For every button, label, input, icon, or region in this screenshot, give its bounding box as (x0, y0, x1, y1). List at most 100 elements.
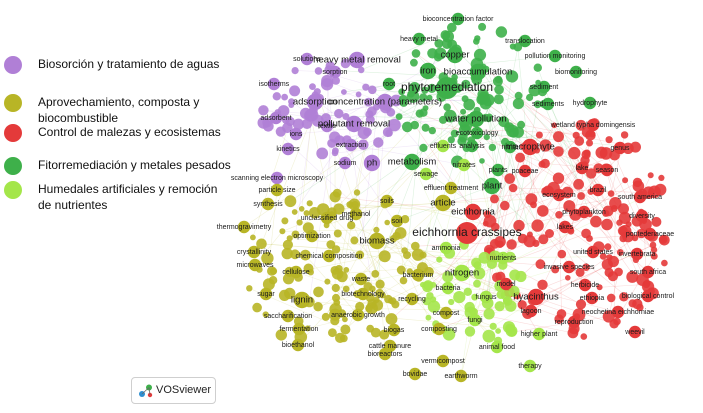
term-label: nitrates (453, 162, 476, 169)
term-node (356, 287, 370, 301)
term-node (491, 163, 505, 177)
term-label: isotherms (259, 81, 290, 88)
term-node (300, 52, 314, 66)
network-link (489, 194, 560, 222)
network-node (256, 238, 267, 250)
term-label: hyacinthus (513, 292, 559, 303)
network-node (473, 267, 486, 280)
term-node (403, 153, 421, 171)
network-node (526, 231, 533, 238)
term-label: fermentation (280, 326, 319, 333)
term-node (641, 265, 655, 279)
network-node (551, 265, 560, 274)
network-node (305, 108, 319, 122)
network-node (619, 292, 629, 302)
term-label: chemical composition (296, 253, 363, 260)
network-node (355, 301, 365, 312)
network-node (488, 143, 497, 152)
term-node (320, 119, 334, 133)
network-node (601, 258, 613, 271)
network-node (556, 309, 567, 319)
legend-dot-lime (4, 181, 22, 199)
term-label: kinetics (276, 146, 300, 153)
term-node (436, 77, 458, 99)
network-node (410, 58, 418, 67)
network-link (318, 70, 448, 108)
network-node (353, 189, 361, 196)
term-node (457, 158, 471, 172)
network-node (568, 146, 581, 160)
term-node (643, 227, 657, 241)
network-node (379, 292, 386, 299)
network-node (471, 293, 479, 301)
term-label: ph (367, 158, 378, 169)
network-node (316, 147, 329, 160)
term-node (289, 265, 303, 279)
network-node (385, 313, 398, 325)
network-node (658, 234, 670, 246)
network-link (254, 231, 283, 266)
legend-label: Fitorremediación y metales pesados (38, 158, 231, 172)
network-node (464, 326, 476, 337)
term-node (348, 51, 366, 69)
network-node (341, 89, 347, 95)
network-node (506, 239, 517, 250)
term-label: biomass (359, 236, 395, 247)
network-node (461, 79, 471, 89)
network-node (581, 149, 591, 160)
network-link (361, 34, 446, 71)
network-node (535, 259, 546, 270)
network-link (583, 182, 638, 213)
network-link (337, 267, 423, 275)
network-node (509, 269, 521, 281)
network-link (350, 144, 465, 166)
network-node (577, 192, 585, 200)
network-node (463, 98, 476, 111)
network-node (321, 312, 330, 321)
network-node (537, 205, 549, 217)
network-node (333, 229, 342, 238)
term-label: ethiopia (580, 295, 605, 302)
network-node (447, 136, 455, 144)
network-node (658, 174, 665, 181)
term-node (523, 359, 537, 373)
network-node (313, 88, 321, 96)
term-node (558, 220, 572, 234)
network-node (606, 293, 616, 303)
network-node (250, 234, 256, 241)
network-link (479, 233, 587, 274)
network-node (333, 299, 341, 306)
term-label: textile (318, 123, 336, 130)
network-node (329, 308, 342, 321)
network-node (246, 285, 253, 292)
term-label: invasive species (544, 264, 595, 271)
term-node (454, 369, 468, 383)
term-label: plant (482, 181, 503, 192)
network-node (490, 194, 499, 204)
network-node (482, 93, 495, 107)
network-node (436, 256, 443, 263)
term-node (270, 171, 284, 185)
network-node (347, 221, 356, 230)
network-node (538, 234, 549, 245)
term-node (577, 205, 591, 219)
network-node (314, 67, 323, 75)
network-node (331, 245, 341, 254)
term-label: eichhornia (451, 207, 496, 218)
term-label: ions (290, 131, 303, 138)
term-label: pontederiaceae (626, 231, 674, 238)
network-node (394, 227, 407, 239)
network-node (507, 327, 517, 337)
network-node (336, 271, 348, 283)
network-node (567, 327, 579, 339)
network-node (419, 93, 428, 102)
network-node (313, 302, 323, 312)
term-node (349, 207, 363, 221)
term-node (496, 251, 510, 265)
network-node (601, 218, 613, 231)
term-node (479, 290, 493, 304)
network-node (517, 233, 528, 244)
term-node (521, 138, 539, 156)
network-link (326, 96, 442, 219)
term-node (453, 264, 471, 282)
